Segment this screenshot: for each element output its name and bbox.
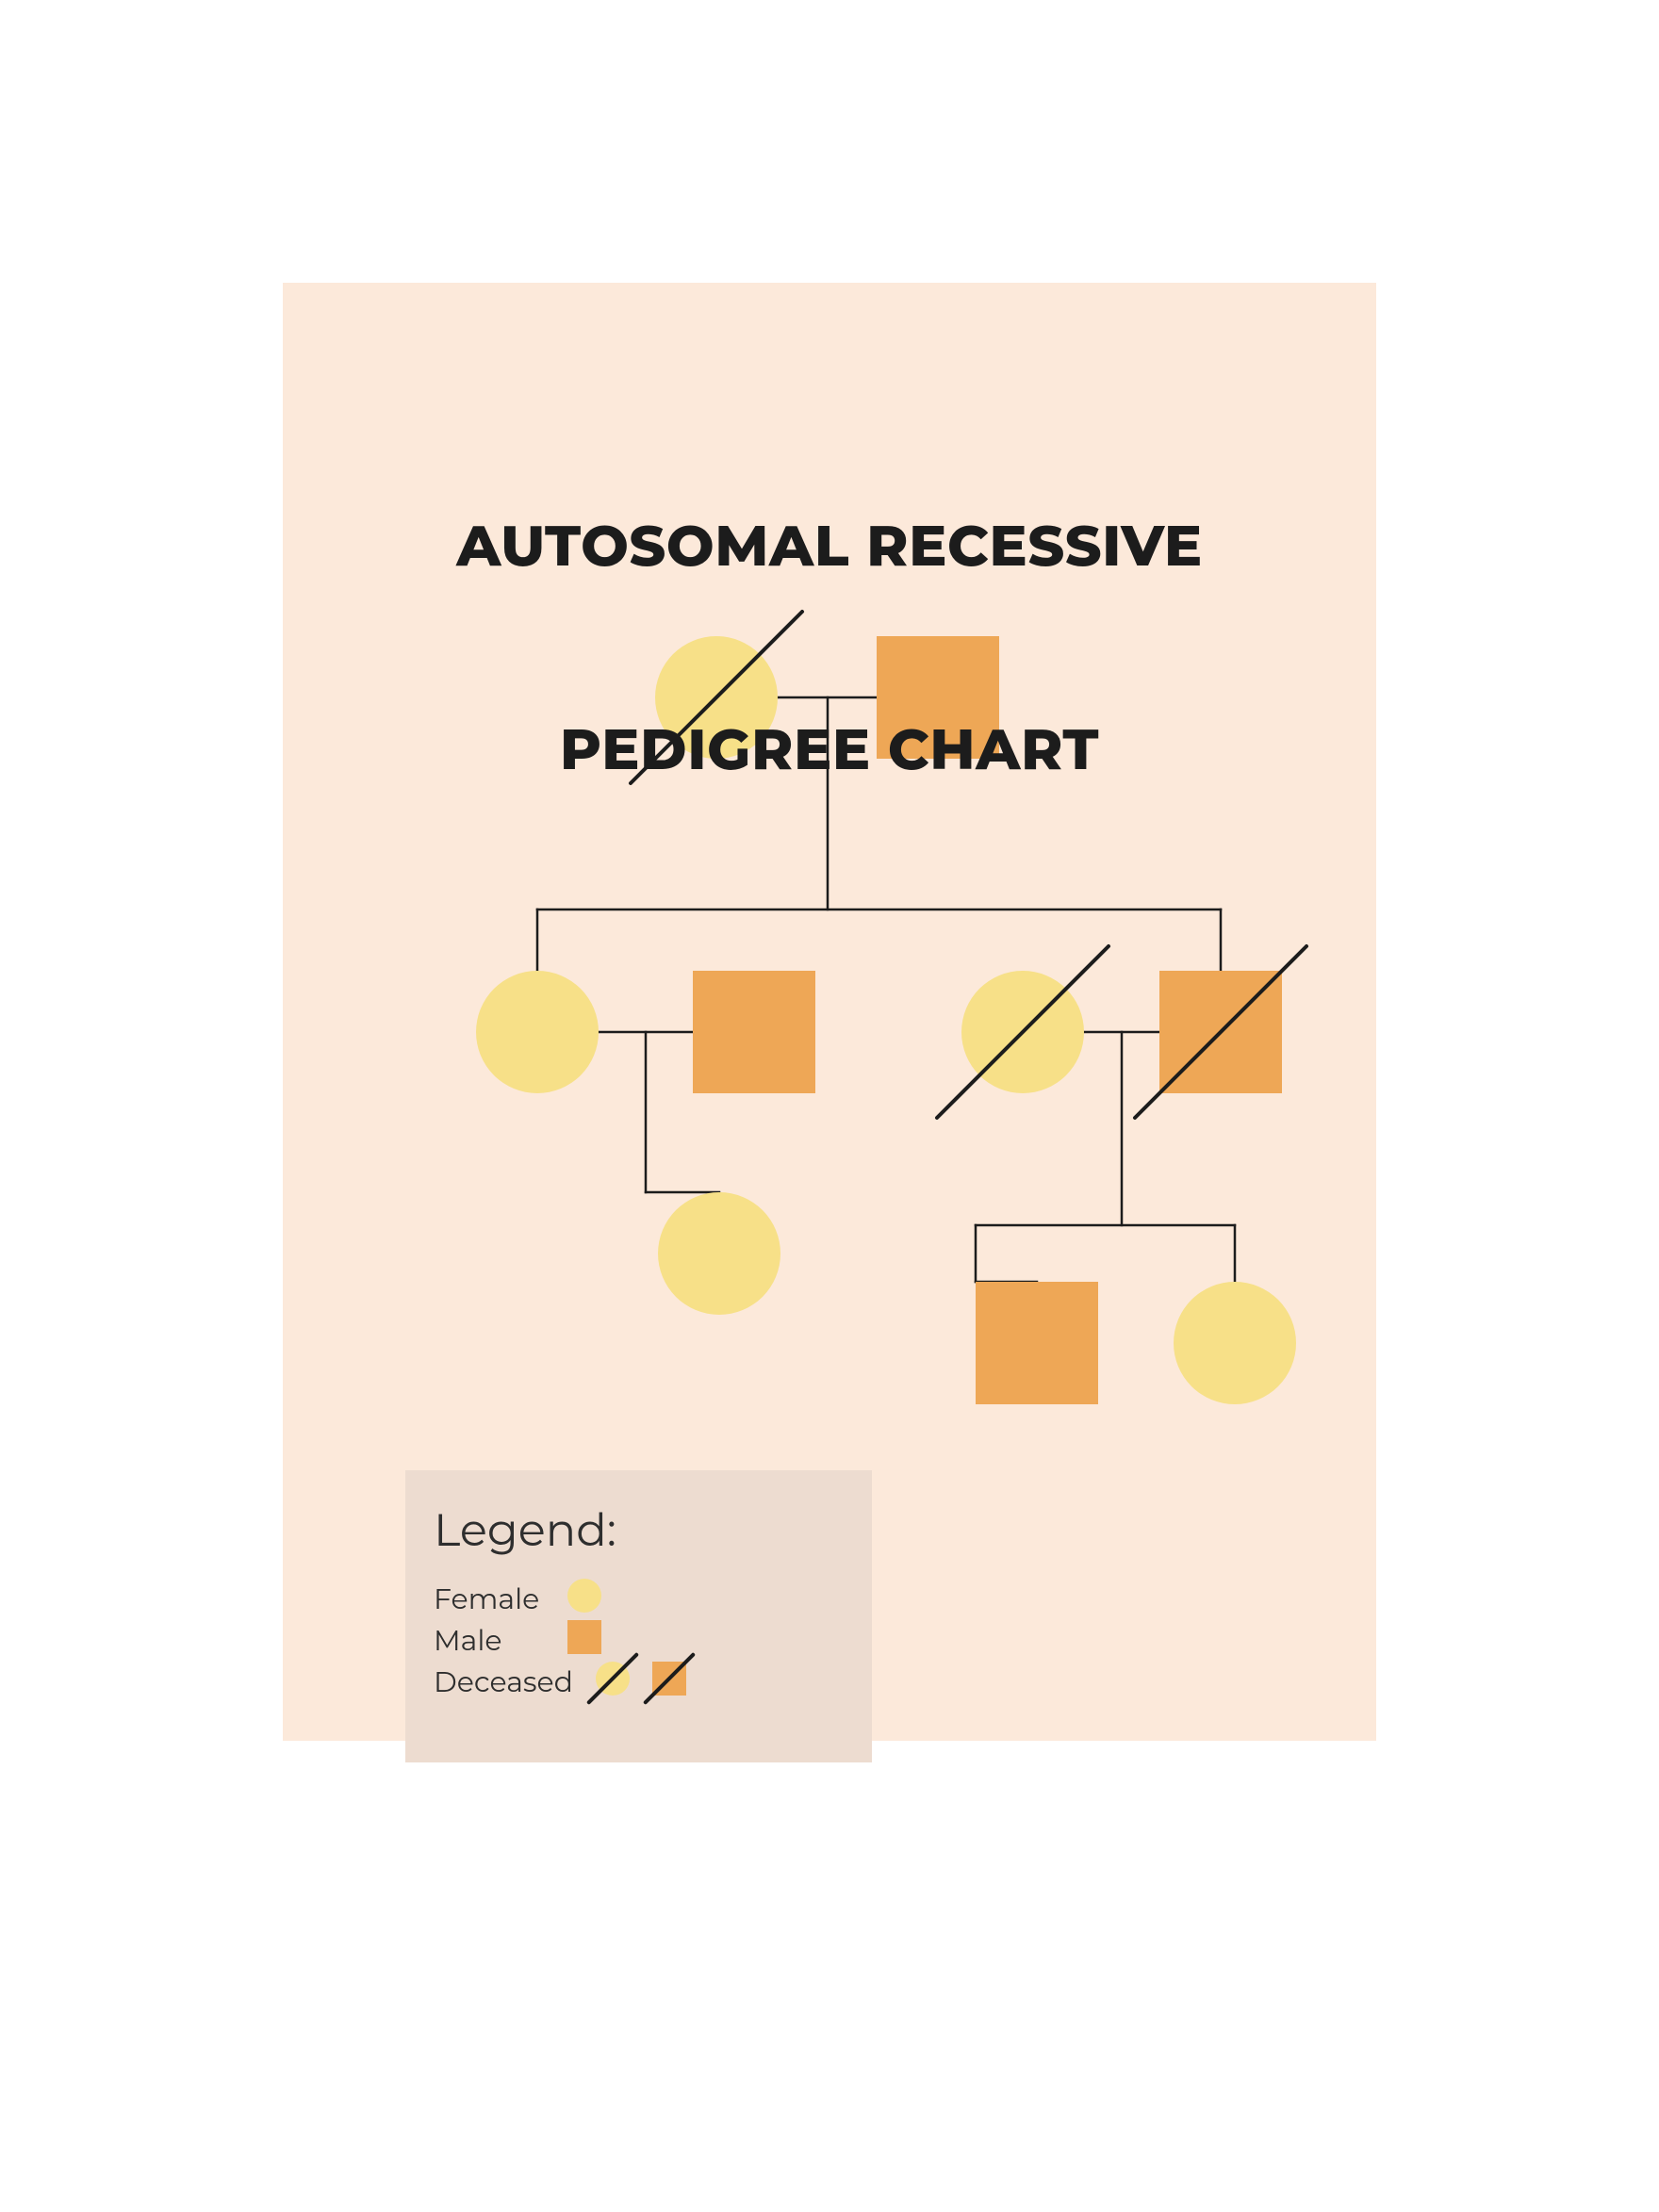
legend-label-female: Female — [434, 1581, 539, 1616]
legend-box: Legend: Female Male Deceased — [0, 0, 1659, 2212]
legend-title: Legend: — [434, 1503, 616, 1558]
legend-label-deceased: Deceased — [434, 1664, 573, 1699]
legend-label-male: Male — [434, 1623, 502, 1658]
page: AUTOSOMAL RECESSIVE PEDIGREE CHART Legen… — [0, 0, 1659, 2212]
